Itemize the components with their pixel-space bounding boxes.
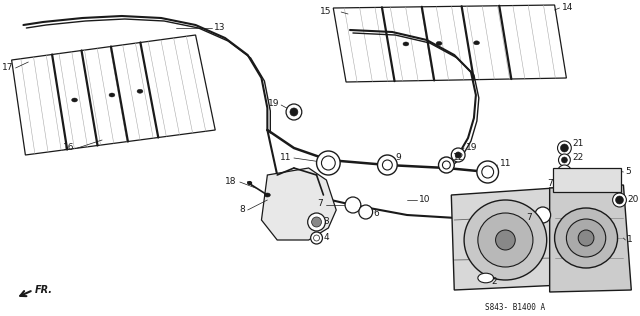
Ellipse shape [442,161,451,169]
Ellipse shape [535,207,550,223]
Polygon shape [552,168,621,192]
Ellipse shape [378,155,397,175]
Polygon shape [550,185,631,292]
Ellipse shape [438,157,454,173]
Ellipse shape [286,104,302,120]
Ellipse shape [612,193,627,207]
Polygon shape [451,188,563,290]
Ellipse shape [403,42,409,46]
Ellipse shape [557,165,572,179]
Text: 21: 21 [572,139,584,149]
Ellipse shape [312,217,321,227]
Text: 11: 11 [280,153,291,161]
Polygon shape [262,168,336,240]
Text: 2: 2 [492,276,497,285]
Ellipse shape [451,148,465,162]
Ellipse shape [561,144,568,152]
Ellipse shape [482,166,493,178]
Ellipse shape [264,193,270,197]
Text: 7: 7 [526,212,532,222]
Ellipse shape [308,213,325,231]
Ellipse shape [557,141,572,155]
Ellipse shape [478,213,533,267]
Polygon shape [12,35,215,155]
Text: 15: 15 [320,8,332,16]
Text: 6: 6 [374,209,380,217]
Text: FR.: FR. [35,285,53,295]
Ellipse shape [383,160,392,170]
Text: S843- B1400 A: S843- B1400 A [485,303,545,313]
Text: 14: 14 [561,3,573,13]
Ellipse shape [290,108,298,116]
Ellipse shape [578,230,594,246]
Ellipse shape [587,175,597,185]
Ellipse shape [495,230,515,250]
Ellipse shape [109,93,115,97]
Text: 3: 3 [323,216,329,226]
Text: 8: 8 [239,204,244,214]
Ellipse shape [321,156,335,170]
Text: 18: 18 [225,177,237,185]
Ellipse shape [314,235,319,241]
Text: 1: 1 [627,234,633,244]
Ellipse shape [248,181,252,185]
Ellipse shape [317,151,340,175]
Ellipse shape [607,175,616,185]
Ellipse shape [561,175,572,185]
Ellipse shape [345,197,361,213]
Text: 7: 7 [547,179,552,189]
Polygon shape [333,5,566,82]
Text: 12: 12 [453,153,465,161]
Ellipse shape [559,154,570,166]
Text: 5: 5 [625,167,631,175]
Ellipse shape [478,273,493,283]
Ellipse shape [455,152,461,158]
Text: 16: 16 [63,143,75,153]
Ellipse shape [72,98,77,102]
Text: 11: 11 [499,160,511,168]
Ellipse shape [436,41,442,46]
Text: 17: 17 [2,64,13,72]
Ellipse shape [464,200,547,280]
Text: 4: 4 [323,233,329,241]
Ellipse shape [310,232,323,244]
Text: 13: 13 [214,23,226,33]
Ellipse shape [555,208,618,268]
Ellipse shape [477,161,499,183]
Ellipse shape [137,89,143,93]
Ellipse shape [561,157,568,163]
Text: 22: 22 [572,153,584,161]
Text: 20: 20 [627,195,639,204]
Text: 19: 19 [268,100,279,108]
Ellipse shape [616,196,623,204]
Ellipse shape [566,219,605,257]
Text: 9: 9 [396,153,401,161]
Text: 7: 7 [317,199,323,209]
Ellipse shape [474,41,479,45]
Text: 19: 19 [466,143,477,151]
Ellipse shape [359,205,372,219]
Text: 10: 10 [419,195,430,204]
